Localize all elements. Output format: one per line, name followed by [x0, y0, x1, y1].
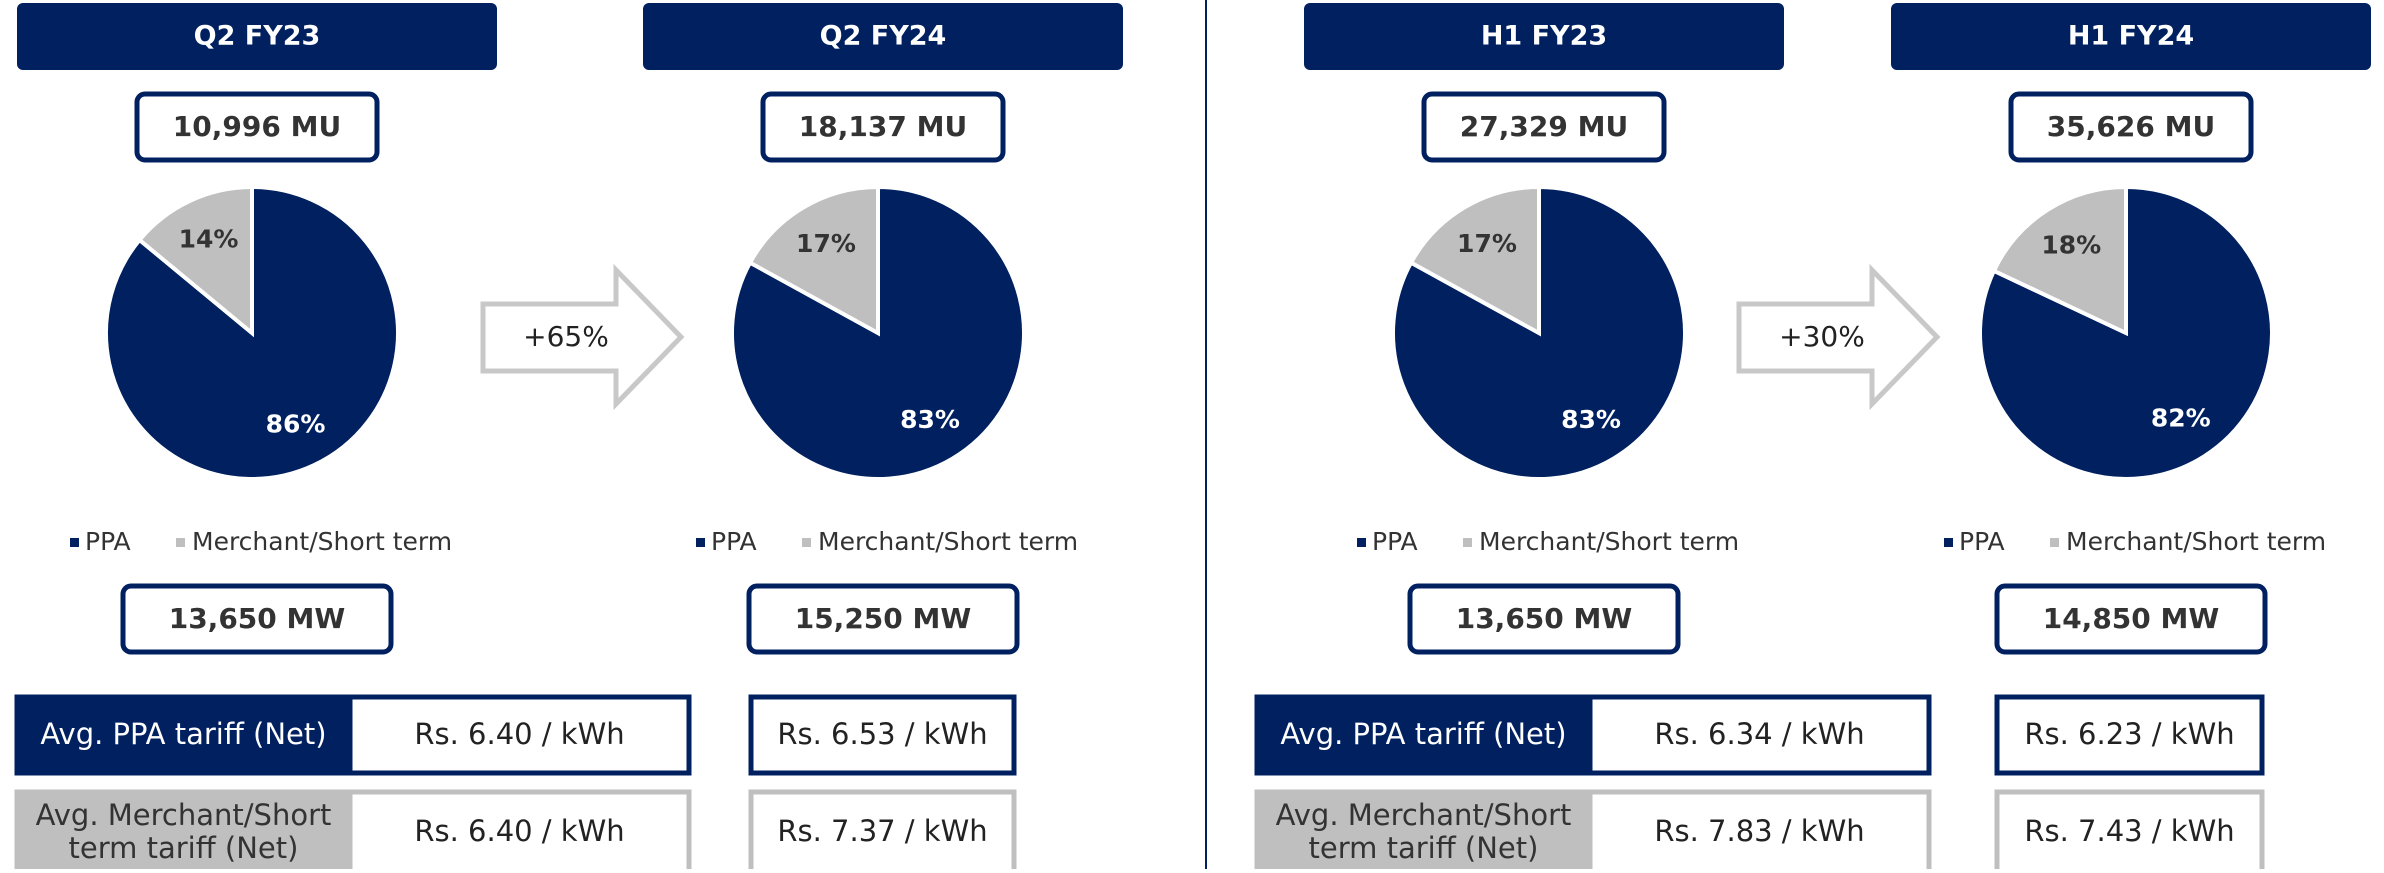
legend-swatch — [696, 538, 705, 547]
slice-label: 83% — [1561, 405, 1621, 434]
slice-label: 17% — [796, 229, 856, 258]
tariff-value-text: Rs. 7.37 / kWh — [777, 814, 988, 849]
growth-label: +65% — [523, 320, 609, 353]
energy-box — [1421, 91, 1667, 163]
header-box — [1304, 3, 1784, 70]
legend-swatch — [802, 538, 811, 547]
tariff-value-text: Rs. 6.40 / kWh — [414, 717, 625, 752]
growth-arrow — [480, 263, 685, 411]
energy-label: 10,996 MU — [173, 110, 341, 143]
tariff-value-text: Rs. 6.40 / kWh — [414, 814, 625, 849]
row-label: Avg. PPA tariff (Net) — [40, 717, 327, 752]
slice-label: 83% — [900, 405, 960, 434]
growth-arrow — [1736, 263, 1941, 411]
pie-slice — [1991, 184, 2128, 337]
tariff-value-text: Rs. 6.34 / kWh — [1654, 717, 1865, 752]
tariff-value-text: Rs. 6.53 / kWh — [777, 717, 988, 752]
energy-box — [134, 91, 380, 163]
tariff-value: Rs. 7.83 / kWh — [1654, 814, 1865, 849]
legend-swatch — [1357, 538, 1366, 547]
row-label-text: Avg. PPA tariff (Net) — [1280, 717, 1567, 752]
legend-label: PPA — [1372, 527, 1418, 556]
row-label-box — [14, 694, 353, 776]
row-label-box — [1254, 694, 1593, 776]
energy-label: 18,137 MU — [799, 110, 967, 143]
legend-label: Merchant/Short term — [2066, 527, 2326, 556]
capacity-label: 14,850 MW — [2043, 602, 2220, 635]
tariff-value-box — [1587, 694, 1932, 776]
header-title: Q2 FY23 — [194, 21, 321, 52]
tariff-value: Rs. 6.53 / kWh — [777, 717, 988, 752]
header-title: H1 FY23 — [1481, 21, 1607, 52]
row-label-text: Avg. Merchant/Short term tariff (Net) — [1275, 797, 1572, 865]
row-label: Avg. Merchant/Short term tariff (Net) — [1275, 797, 1572, 865]
capacity-label: 13,650 MW — [169, 602, 346, 635]
tariff-value-text: Rs. 7.43 / kWh — [2024, 814, 2235, 849]
tariff-value-box — [748, 789, 1017, 873]
row-label-text: Avg. PPA tariff (Net) — [40, 717, 327, 752]
energy-box — [2008, 91, 2254, 163]
legend-label: Merchant/Short term — [192, 527, 452, 556]
tariff-value-box — [1994, 694, 2265, 776]
row-label-text: Avg. Merchant/Short term tariff (Net) — [35, 797, 332, 865]
capacity-label: 13,650 MW — [1456, 602, 1633, 635]
capacity-box — [120, 583, 394, 655]
tariff-value-box — [347, 694, 692, 776]
legend-label: Merchant/Short term — [1479, 527, 1739, 556]
legend-label: PPA — [711, 527, 757, 556]
header-box — [1891, 3, 2371, 70]
legend-label: PPA — [85, 527, 131, 556]
header-box — [17, 3, 497, 70]
pie-slice — [136, 184, 254, 338]
legend-label: Merchant/Short term — [818, 527, 1078, 556]
capacity-box — [1994, 583, 2268, 655]
tariff-value: Rs. 6.40 / kWh — [414, 814, 625, 849]
legend-swatch — [1944, 538, 1953, 547]
legend-swatch — [70, 538, 79, 547]
slice-label: 14% — [179, 225, 239, 254]
header-title: H1 FY24 — [2068, 21, 2194, 52]
row-label: Avg. Merchant/Short term tariff (Net) — [35, 797, 332, 865]
capacity-box — [1407, 583, 1681, 655]
energy-label: 27,329 MU — [1460, 110, 1628, 143]
capacity-label: 15,250 MW — [795, 602, 972, 635]
tariff-value: Rs. 7.43 / kWh — [2024, 814, 2235, 849]
slice-label: 17% — [1457, 229, 1517, 258]
growth-label: +30% — [1779, 320, 1865, 353]
tariff-value: Rs. 6.34 / kWh — [1654, 717, 1865, 752]
legend-label: PPA — [1959, 527, 2005, 556]
tariff-value-text: Rs. 7.83 / kWh — [1654, 814, 1865, 849]
slice-label: 82% — [2151, 403, 2211, 432]
slice-label: 86% — [266, 409, 326, 438]
tariff-value: Rs. 6.23 / kWh — [2024, 717, 2235, 752]
tariff-value-box — [1994, 789, 2265, 873]
row-label: Avg. PPA tariff (Net) — [1280, 717, 1567, 752]
legend-swatch — [2050, 538, 2059, 547]
pie-slice — [1408, 184, 1541, 337]
header-title: Q2 FY24 — [820, 21, 947, 52]
header-box — [643, 3, 1123, 70]
capacity-box — [746, 583, 1020, 655]
slice-label: 18% — [2041, 231, 2101, 260]
tariff-value-text: Rs. 6.23 / kWh — [2024, 717, 2235, 752]
energy-box — [760, 91, 1006, 163]
tariff-value: Rs. 6.40 / kWh — [414, 717, 625, 752]
energy-label: 35,626 MU — [2047, 110, 2215, 143]
legend-swatch — [176, 538, 185, 547]
pie-slice — [747, 184, 880, 337]
tariff-value: Rs. 7.37 / kWh — [777, 814, 988, 849]
tariff-value-box — [748, 694, 1017, 776]
tariff-value-box — [1587, 789, 1932, 873]
legend-swatch — [1463, 538, 1472, 547]
